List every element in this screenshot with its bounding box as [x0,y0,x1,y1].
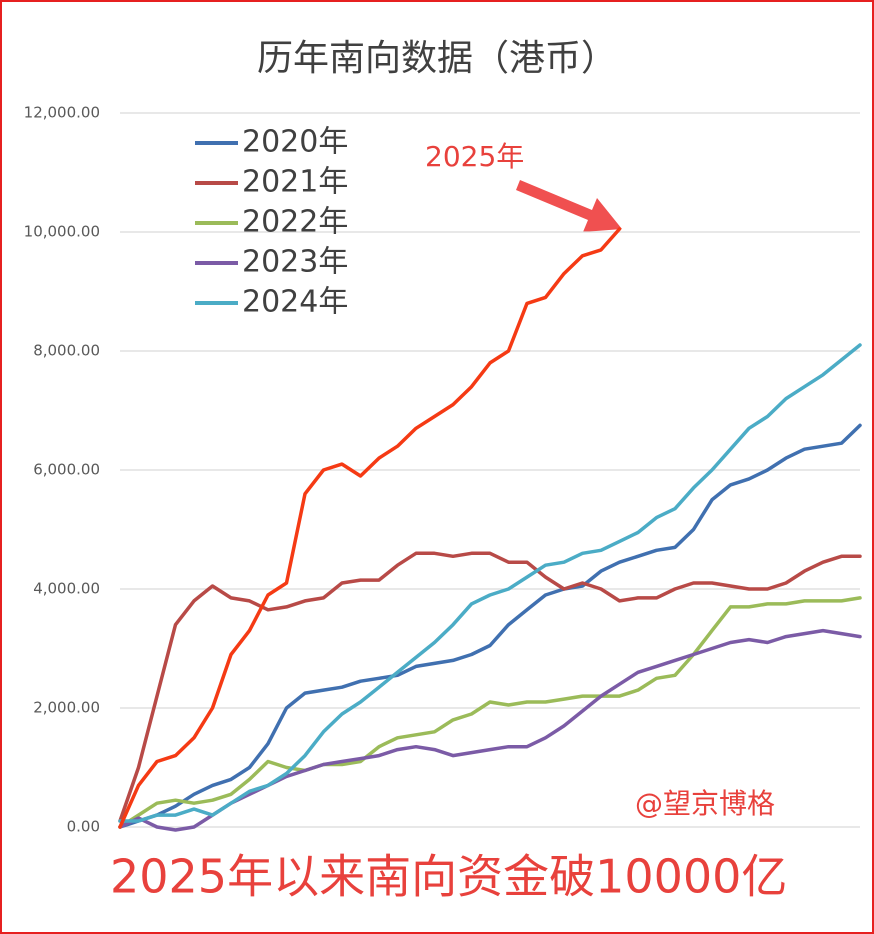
caption: 2025年以来南向资金破10000亿 [110,850,787,904]
series-line [118,423,862,829]
legend-label: 2023年 [242,245,348,280]
y-tick-label: 4,000.00 [33,580,100,598]
legend-label: 2021年 [242,165,348,200]
series-line [118,551,862,823]
legend-label: 2022年 [242,205,348,240]
y-tick-label: 6,000.00 [33,461,100,479]
annotation: 2025年 [425,140,524,173]
arrow [516,180,622,232]
y-tick-label: 10,000.00 [24,223,100,241]
chart-title: 历年南向数据（港币） [257,38,617,79]
series-line [118,596,862,829]
series-line [118,227,622,829]
watermark: @望京博格 [635,787,775,820]
y-tick-label: 0.00 [67,818,100,836]
y-tick-label: 12,000.00 [24,104,100,122]
series-line [118,343,862,823]
legend: 2020年 2021年 2022年 2023年 2024年 [195,125,348,320]
y-tick-label: 2,000.00 [33,699,100,717]
legend-label: 2024年 [242,285,348,320]
grid: 0.00 2,000.00 4,000.00 6,000.00 8,000.00 10,0… [24,104,860,836]
legend-label: 2020年 [242,125,348,160]
y-tick-label: 8,000.00 [33,342,100,360]
plot [118,227,862,832]
